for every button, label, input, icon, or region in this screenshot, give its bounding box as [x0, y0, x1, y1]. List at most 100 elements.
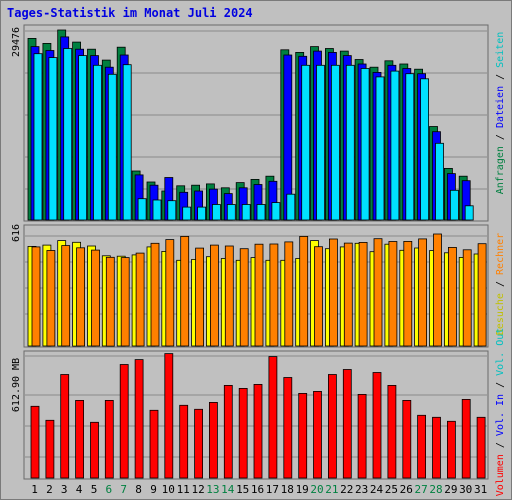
legend-top: Anfragen / Dateien / Seiten [495, 32, 506, 195]
x-tick-label: 8 [135, 483, 142, 496]
bar [167, 200, 177, 221]
bar [301, 64, 311, 221]
bar [179, 404, 189, 479]
x-tick-label: 11 [177, 483, 190, 496]
x-tick-label: 25 [385, 483, 398, 496]
bar [462, 249, 472, 347]
legend-entry: Volumen [495, 454, 506, 496]
panel-requests: 29476 Anfragen / Dateien / Seiten [11, 24, 506, 222]
bar [447, 246, 457, 347]
bar [195, 247, 205, 347]
x-tick-label: 30 [459, 483, 472, 496]
legend-entry: / [495, 376, 506, 394]
bar [358, 241, 368, 347]
x-tick-label: 14 [221, 483, 235, 496]
bar [31, 246, 41, 347]
x-tick-label: 31 [474, 483, 487, 496]
bar [91, 249, 100, 347]
x-axis-labels: 1 2 3 4 5 6 7 8 9 10 11 12 13 14 15 16 17 18 19 20 21 22 23 24 2… [31, 483, 487, 496]
bar [343, 242, 353, 347]
x-tick-label: 28 [429, 483, 442, 496]
bar [268, 356, 278, 479]
x-tick-label: 23 [355, 483, 368, 496]
bar [46, 250, 56, 347]
bar [271, 202, 281, 221]
bar [238, 387, 248, 479]
bar [239, 248, 249, 347]
bar [30, 405, 40, 479]
x-tick-label: 15 [236, 483, 249, 496]
y-max-label: 616 [11, 224, 22, 242]
bar [402, 399, 412, 479]
bar [194, 408, 204, 479]
bar [93, 64, 102, 221]
y-max-label: 29476 [11, 27, 22, 57]
bar [345, 64, 355, 221]
x-tick-label: 2 [46, 483, 53, 496]
x-tick-label: 26 [400, 483, 413, 496]
y-max-label: 612.90 MB [11, 358, 22, 412]
bar [449, 189, 459, 221]
bar [152, 199, 162, 221]
x-tick-label: 9 [150, 483, 157, 496]
bar [105, 256, 115, 347]
bar [135, 252, 145, 347]
panel-visits: 616 Besuche / Rechner [11, 224, 506, 348]
bar [211, 204, 221, 221]
legend-entry: Rechner [495, 233, 506, 275]
bar [417, 414, 427, 479]
bar [107, 73, 117, 221]
x-tick-label: 6 [105, 483, 112, 496]
bar [372, 372, 382, 479]
bar [446, 420, 456, 479]
panel-traffic: 612.90 MB Volumen / Vol. In / Vol. Out [11, 328, 506, 497]
x-tick-label: 24 [370, 483, 384, 496]
x-tick-label: 10 [162, 483, 175, 496]
x-tick-label: 21 [325, 483, 338, 496]
bar [61, 245, 71, 347]
x-tick-label: 18 [281, 483, 294, 496]
bar [328, 238, 338, 347]
bar [223, 384, 233, 479]
bar [388, 241, 398, 347]
bar [209, 244, 219, 347]
bar [78, 55, 87, 221]
bar [180, 235, 190, 347]
legend-entry: Besuche [495, 293, 506, 335]
bar [435, 142, 444, 221]
bar [254, 243, 264, 347]
bar [476, 416, 486, 479]
bar [387, 384, 397, 479]
bar [298, 392, 308, 479]
bar [418, 238, 428, 347]
bar [357, 393, 367, 479]
series-rechner [31, 233, 487, 347]
bar [150, 242, 160, 347]
bar [403, 240, 413, 347]
legend-entry: / [495, 436, 506, 454]
bar [182, 206, 192, 221]
x-tick-label: 29 [444, 483, 457, 496]
bar [461, 398, 471, 479]
legend-entry: / [495, 68, 506, 86]
bar [253, 383, 263, 479]
bar [122, 64, 132, 221]
bar [48, 57, 58, 221]
x-tick-label: 16 [251, 483, 264, 496]
bar [33, 53, 43, 221]
series-volumen [30, 353, 486, 479]
bar [60, 374, 70, 479]
bar [137, 198, 147, 221]
bar [134, 359, 144, 479]
bar [314, 246, 323, 347]
bar [63, 48, 73, 221]
bar [432, 416, 441, 479]
bar [327, 374, 337, 479]
bar [90, 421, 99, 479]
legend-entry: / [495, 275, 506, 293]
legend-bottom: Volumen / Vol. In / Vol. Out [495, 328, 506, 497]
x-tick-label: 4 [76, 483, 83, 496]
x-tick-label: 12 [191, 483, 204, 496]
legend-entry: Dateien [495, 86, 506, 128]
x-tick-label: 19 [296, 483, 309, 496]
